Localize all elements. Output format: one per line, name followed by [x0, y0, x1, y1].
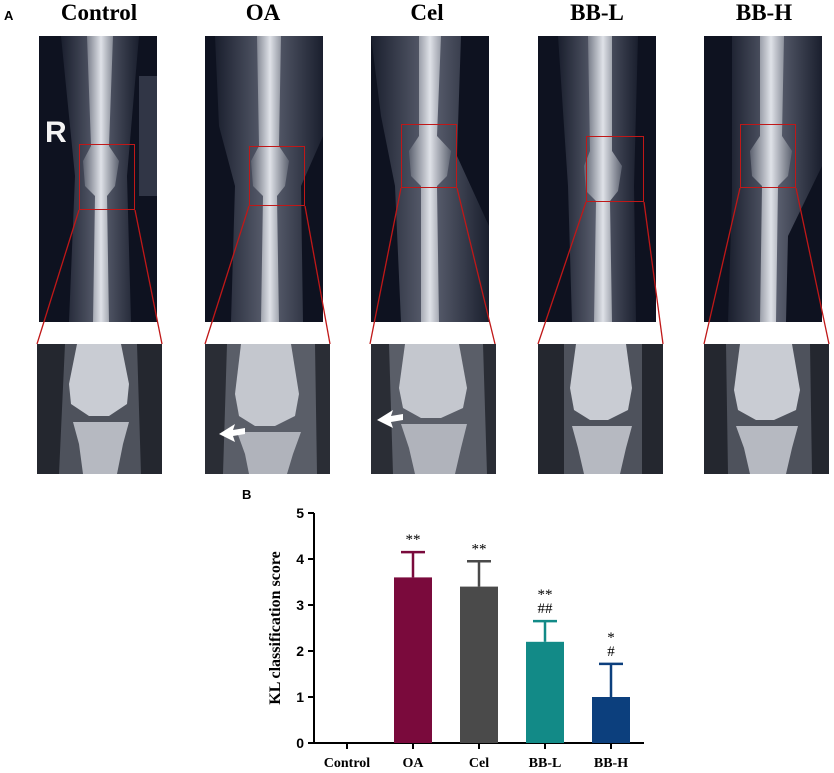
significance-mark-cel: ** — [472, 541, 487, 557]
xray-zoom-bb-l — [538, 344, 663, 474]
panel-a-label: A — [4, 8, 14, 23]
x-tick-label-oa: OA — [403, 756, 425, 771]
y-axis-label: KL classification score — [267, 551, 284, 704]
y-tick-label: 5 — [296, 505, 304, 521]
significance-mark-bb-l: ## — [538, 601, 554, 617]
bar-bb-h — [592, 697, 630, 743]
roi-box-bb-l — [586, 136, 644, 202]
significance-mark-oa: ** — [406, 532, 421, 548]
significance-mark-bb-l: ** — [538, 587, 553, 603]
xray-full-bb-l — [538, 36, 656, 322]
y-tick-label: 1 — [296, 689, 304, 705]
significance-mark-bb-h: * — [607, 630, 615, 646]
group-title-cel: Cel — [410, 0, 444, 25]
x-tick-label-bb-h: BB-H — [594, 756, 628, 771]
roi-box-cel — [401, 124, 457, 188]
bar-cel — [460, 586, 498, 743]
y-tick-label: 4 — [296, 551, 304, 567]
xray-full-oa — [205, 36, 323, 322]
significance-mark-bb-h: # — [607, 644, 615, 660]
xray-zoom-control — [37, 344, 162, 474]
group-title-bb-h: BB-H — [735, 0, 793, 25]
x-tick-label-control: Control — [324, 756, 371, 771]
y-tick-label: 3 — [296, 597, 304, 613]
xray-zoom-bb-h — [704, 344, 829, 474]
xray-zoom-oa — [205, 344, 330, 474]
roi-box-oa — [249, 146, 305, 206]
side-marker-r: R — [45, 116, 67, 149]
group-title-oa: OA — [245, 0, 281, 25]
x-tick-label-bb-l: BB-L — [529, 756, 562, 771]
kl-score-bar-chart: 0 1 2 3 4 5 KL classification score Control OA Ce… — [267, 505, 644, 771]
x-tick-label-cel: Cel — [469, 756, 489, 771]
bar-oa — [394, 577, 432, 743]
panel-b-label: B — [242, 487, 252, 502]
group-title-bb-l: BB-L — [570, 0, 624, 25]
roi-box-bb-h — [740, 124, 796, 188]
group-title-control: Control — [60, 0, 138, 25]
bar-bb-l — [526, 641, 564, 743]
y-tick-label: 2 — [296, 643, 304, 659]
xray-full-bb-h — [704, 36, 822, 322]
lesion-arrow-oa — [219, 424, 245, 442]
roi-box-control — [79, 144, 135, 210]
xray-full-cel — [371, 36, 489, 322]
lesion-arrow-cel — [377, 410, 403, 428]
y-tick-label: 0 — [296, 735, 304, 751]
xray-full-control: R — [39, 36, 157, 322]
xray-zoom-cel — [371, 344, 496, 474]
